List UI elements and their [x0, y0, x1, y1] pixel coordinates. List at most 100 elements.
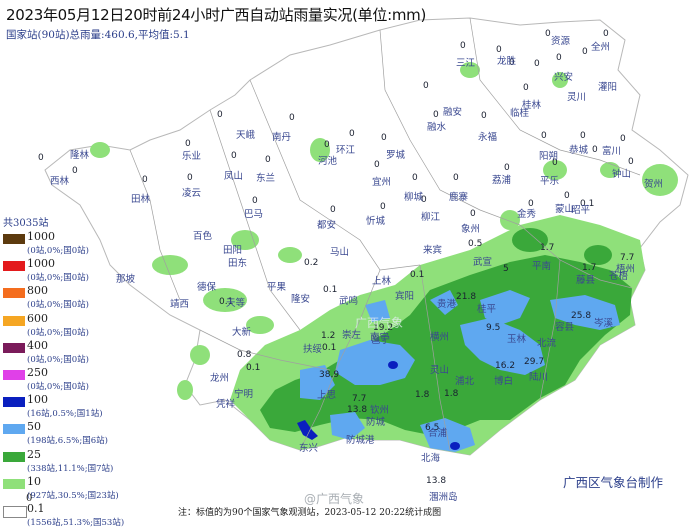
station-value: 0 — [265, 155, 271, 165]
legend-stats: (0站,0%;国0站) — [27, 354, 89, 365]
station-value: 0 — [534, 59, 540, 69]
station-value: 0 — [187, 173, 193, 183]
city-label: 大新 — [232, 326, 252, 338]
city-label: 那坡 — [116, 273, 136, 285]
city-label: 桂平 — [477, 303, 497, 315]
city-label: 涠洲岛 — [429, 491, 458, 503]
city-label: 上林 — [372, 275, 392, 287]
legend-swatch — [3, 451, 25, 462]
city-label: 来宾 — [423, 244, 442, 256]
legend-rows: 1000 (0站,0%;国0站) 1000 (0站,0%;国0站) 800 (0站,0%;… — [3, 230, 153, 532]
map-title: 2023年05月12日20时前24小时广西自动站雨量实况(单位:mm) — [6, 6, 427, 24]
city-label: 永福 — [478, 131, 497, 143]
city-label: 田阳 — [223, 245, 242, 256]
watermark: @广西气象 — [304, 492, 365, 506]
station-value: 13.8 — [426, 476, 446, 486]
city-label: 恭城 — [569, 145, 589, 156]
legend-swatch — [3, 424, 25, 435]
legend-label: 800 — [27, 284, 48, 298]
city-label: 隆安 — [291, 293, 310, 305]
station-value: 0.1 — [219, 297, 233, 307]
city-label: 融水 — [427, 121, 447, 133]
legend-item: 100 (16站,0.5%;国1站) — [3, 393, 153, 423]
legend-stats: (0站,0%;国0站) — [27, 246, 89, 256]
legend-zero-label: 0 — [26, 493, 33, 504]
city-label: 象州 — [461, 223, 480, 235]
station-value: 0 — [423, 81, 429, 91]
city-label: 河池 — [318, 155, 338, 167]
station-value: 0 — [541, 131, 547, 141]
city-label: 全州 — [591, 41, 610, 53]
city-label: 梧州 — [616, 263, 635, 275]
station-value: 0 — [324, 140, 330, 150]
city-label: 鹿寨 — [449, 191, 469, 203]
station-value: 7.7 — [620, 253, 634, 263]
legend-swatch — [3, 261, 25, 272]
station-value: 0 — [582, 47, 588, 57]
city-label: 北海 — [421, 452, 441, 464]
station-value: 1.7 — [540, 243, 554, 253]
legend-swatch — [3, 288, 25, 299]
legend-label: 1000 — [27, 230, 55, 243]
city-label: 临桂 — [510, 107, 530, 119]
city-label: 防城 — [366, 416, 386, 428]
city-label: 浦北 — [455, 375, 475, 387]
legend-swatch — [3, 478, 25, 489]
rain-100-250 — [297, 361, 460, 450]
legend-item: 800 (0站,0%;国0站) — [3, 284, 153, 314]
station-value: 0.1 — [410, 270, 424, 280]
legend-item: 1000 (0站,0%;国0站) — [3, 257, 153, 287]
city-label: 宾阳 — [395, 290, 414, 302]
legend-label: 600 — [27, 311, 48, 325]
city-label: 田林 — [131, 193, 151, 205]
station-value: 0 — [412, 173, 418, 183]
city-label: 蒙山 — [555, 203, 574, 215]
city-label: 合浦 — [428, 427, 448, 439]
city-label: 富川 — [602, 145, 621, 157]
station-value: 0 — [217, 110, 223, 120]
station-value: 0 — [509, 58, 515, 68]
legend-label: 10 — [27, 474, 41, 488]
city-label: 隆林 — [70, 149, 90, 161]
city-label: 平乐 — [540, 175, 560, 187]
legend-swatch — [3, 342, 25, 353]
station-value: 0 — [564, 191, 570, 201]
rain-50-100 — [300, 290, 620, 452]
station-value: 0 — [580, 131, 586, 141]
station-value: 21.8 — [456, 292, 476, 302]
city-label: 柳城 — [404, 191, 424, 203]
city-label: 乐业 — [182, 150, 201, 162]
footnote: 注：标值的为90个国家气象观测站，2023-05-12 20:22统计成图 — [178, 508, 442, 518]
city-label: 宜州 — [372, 176, 391, 188]
station-value: 0 — [289, 113, 295, 123]
city-label: 容县 — [555, 321, 574, 333]
legend: 共3035站 1000 (0站,0%;国0站) 1000 (0站,0%;国0站) 800… — [3, 214, 153, 532]
station-value: 0 — [421, 195, 427, 205]
legend-label: 50 — [27, 420, 41, 434]
city-label: 邕宁 — [371, 334, 390, 346]
city-label: 苍梧 — [609, 270, 629, 282]
station-value: 0 — [496, 45, 502, 55]
city-label: 横州 — [430, 331, 449, 343]
station-value: 1.7 — [582, 263, 596, 273]
station-value: 0 — [481, 111, 487, 121]
city-label: 贺州 — [644, 178, 663, 190]
station-value: 0 — [453, 173, 459, 183]
city-label: 灵川 — [567, 92, 586, 103]
boundaries — [129, 17, 641, 451]
city-label: 灵山 — [430, 365, 449, 376]
city-label: 龙州 — [210, 372, 229, 384]
station-value: 0 — [72, 166, 78, 176]
station-value: 0 — [330, 205, 336, 215]
legend-label: 25 — [27, 447, 41, 461]
station-value: 0 — [528, 199, 534, 209]
station-value: 0 — [592, 145, 598, 155]
legend-label: 1000 — [27, 257, 55, 271]
station-value: 38.9 — [319, 370, 339, 380]
station-value: 0.1 — [323, 285, 337, 295]
city-label: 玉林 — [507, 333, 527, 345]
legend-label: 0.1 — [27, 501, 45, 515]
city-label: 天等 — [226, 297, 246, 309]
city-label: 钦州 — [370, 404, 389, 416]
